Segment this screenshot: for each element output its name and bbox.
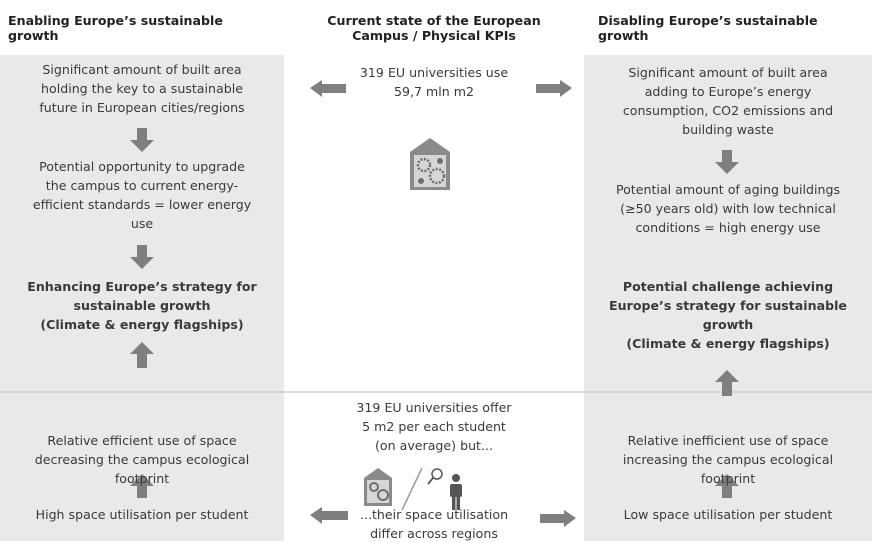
text-line: consumption, CO2 emissions and [622,103,834,118]
text-block: ...their space utilisation differ across … [284,505,584,543]
text-block: Relative inefficient use of space increas… [584,431,872,488]
arrow-left [310,80,346,97]
text-line: (≥50 years old) with low technical [620,201,836,216]
magnifier-icon [427,468,443,485]
text-line: Potential amount of aging buildings [615,182,841,197]
arrow-up [130,474,154,498]
text-block: Potential challenge achieving Europe’s st… [584,277,872,353]
right-header: Disabling Europe’s sustainable growth [598,13,818,43]
arrow-right [536,80,572,97]
text-line: decreasing the campus ecological [34,452,250,467]
text-line: differ across regions [370,526,498,541]
text-line: (Climate & energy flagships) [626,336,830,351]
text-block: Significant amount of built area holding … [0,60,284,117]
text-line: 319 EU universities use [359,65,509,80]
arrow-left [310,507,348,524]
person-icon [450,474,462,510]
text-block: Relative efficient use of space decreasin… [0,431,284,488]
arrows [130,80,739,527]
text-line: Potential opportunity to upgrade [39,159,245,174]
header-line: Disabling Europe’s sustainable [598,13,818,28]
text-line: Relative inefficient use of space [627,433,829,448]
text-line: 319 EU universities offer [356,400,512,415]
text-line: increasing the campus ecological [622,452,834,467]
header-line: Current state of the European [327,13,541,28]
text-line: ...their space utilisation [359,507,509,522]
text-line: Significant amount of built area [628,65,828,80]
text-block: Potential opportunity to upgrade the camp… [0,157,284,233]
header-line: growth [598,28,649,43]
text-line: Europe’s strategy for sustainable [609,298,847,313]
text-line: adding to Europe’s energy [644,84,812,99]
text-line: Significant amount of built area [42,62,242,77]
text-line: Low space utilisation per student [623,507,833,522]
arrow-up [715,370,739,396]
text-line: growth [702,317,754,332]
text-block: High space utilisation per student [0,505,284,524]
text-line: Enhancing Europe’s strategy for [27,279,257,294]
text-block: Significant amount of built area adding t… [584,63,872,139]
campus-icon-small [364,468,392,506]
right-panel [584,55,872,541]
arrow-right [540,510,576,527]
text-line: High space utilisation per student [35,507,249,522]
header-line: growth [8,28,59,43]
text-line: conditions = high energy use [635,220,821,235]
header-line: Enabling Europe’s sustainable [8,13,223,28]
arrow-up [130,342,154,368]
text-line: 59,7 mln m2 [393,84,475,99]
text-block: Enhancing Europe’s strategy for sustainab… [0,277,284,334]
text-line: footprint [700,471,756,486]
text-block: Low space utilisation per student [584,505,872,524]
text-block: 319 EU universities use 59,7 mln m2 [284,63,584,101]
text-line: building waste [682,122,774,137]
text-line: Potential challenge achieving [622,279,834,294]
text-block: Potential amount of aging buildings (≥50 … [584,180,872,237]
text-line: (on average) but... [375,438,493,453]
text-line: Relative efficient use of space [47,433,237,448]
text-line: efficient standards = lower energy [32,197,252,212]
text-line: holding the key to a sustainable [41,81,243,96]
slash [401,467,423,511]
text-line: sustainable growth [73,298,211,313]
arrow-down [715,150,739,174]
text-line: footprint [114,471,170,486]
text-line: (Climate & energy flagships) [40,317,244,332]
text-line: 5 m2 per each student [362,419,506,434]
text-line: use [130,216,154,231]
left-header: Enabling Europe’s sustainable growth [8,13,223,43]
text-block: 319 EU universities offer 5 m2 per each s… [284,398,584,455]
campus-icon [410,138,450,190]
header-line: Campus / Physical KPIs [352,28,516,43]
arrow-up [715,474,739,498]
text-line: future in European cities/regions [39,100,245,115]
text-line: the campus to current energy- [45,178,239,193]
arrow-down [130,128,154,152]
arrow-down [130,245,154,269]
center-header: Current state of the European Campus / P… [284,13,584,43]
